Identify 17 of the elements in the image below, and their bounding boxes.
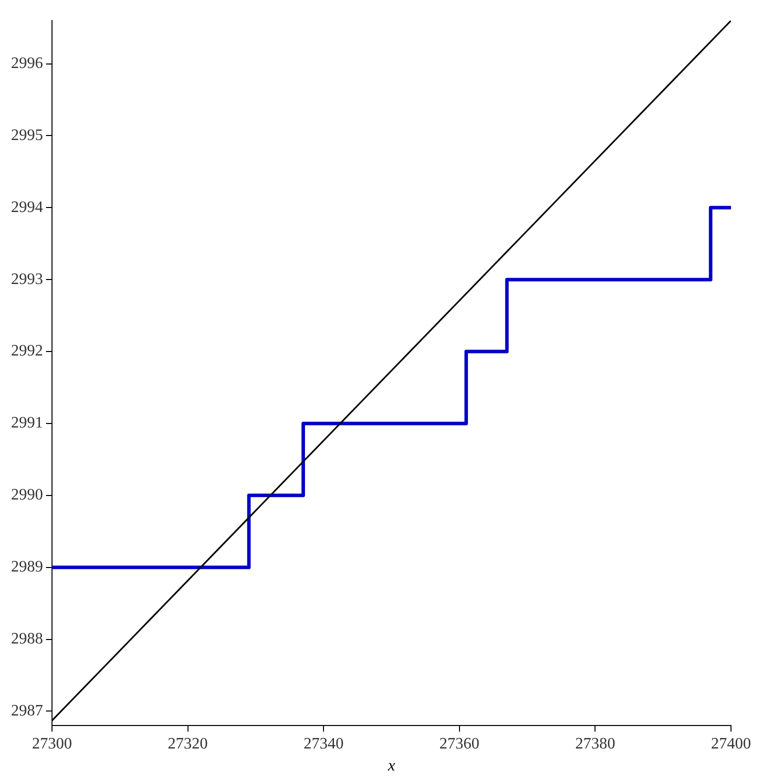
- y-tick-label: 2987: [11, 702, 43, 720]
- y-tick-label: 2993: [11, 270, 43, 288]
- x-tick-label: 27380: [575, 735, 616, 752]
- x-tick-label: 27300: [32, 735, 72, 752]
- x-axis-title: x: [386, 758, 396, 775]
- x-tick-label: 27360: [439, 735, 480, 752]
- y-tick-label: 2992: [11, 342, 43, 360]
- x-tick-label: 27320: [168, 735, 208, 752]
- y-tick-label: 2988: [11, 630, 43, 648]
- x-tick-label: 27400: [711, 735, 751, 752]
- y-tick-label: 2994: [11, 198, 43, 216]
- y-tick-label: 2996: [11, 54, 43, 72]
- y-tick-label: 2991: [11, 414, 43, 432]
- x-tick-label: 27340: [304, 735, 344, 752]
- y-tick-label: 2989: [11, 558, 43, 576]
- y-tick-label: 2990: [11, 486, 43, 504]
- y-tick-label: 2995: [11, 126, 43, 144]
